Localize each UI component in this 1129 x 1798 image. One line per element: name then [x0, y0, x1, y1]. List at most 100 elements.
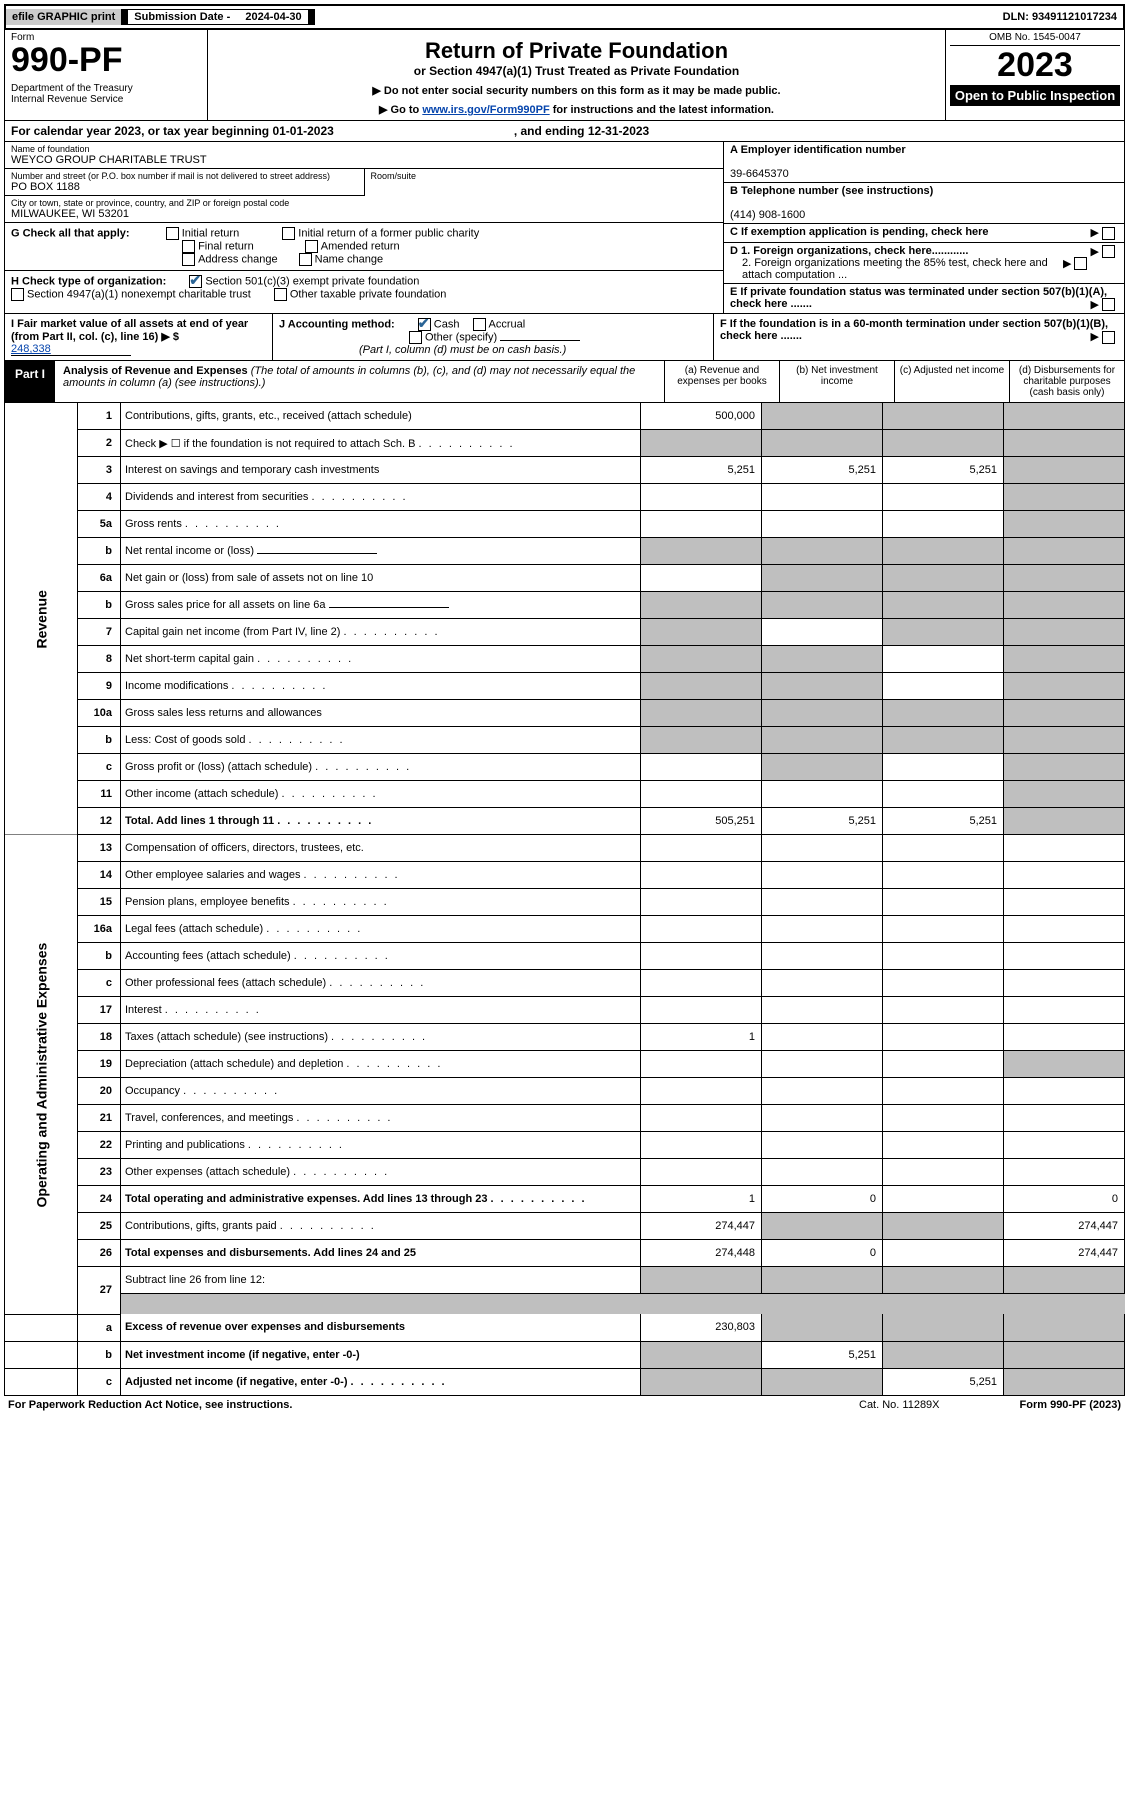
- table-row: 6aNet gain or (loss) from sale of assets…: [5, 565, 1125, 592]
- table-row: 14Other employee salaries and wages: [5, 862, 1125, 889]
- section-g: G Check all that apply: Initial return I…: [5, 223, 723, 271]
- header-left: Form 990-PF Department of the Treasury I…: [5, 30, 208, 120]
- table-row: bGross sales price for all assets on lin…: [5, 592, 1125, 619]
- form-subtitle: or Section 4947(a)(1) Trust Treated as P…: [214, 64, 939, 78]
- e-cell: E If private foundation status was termi…: [724, 284, 1124, 314]
- city: MILWAUKEE, WI 53201: [11, 208, 717, 220]
- page-footer: For Paperwork Reduction Act Notice, see …: [4, 1396, 1125, 1414]
- table-row: 9Income modifications: [5, 673, 1125, 700]
- footer-mid: Cat. No. 11289X: [859, 1399, 940, 1411]
- form-header: Form 990-PF Department of the Treasury I…: [4, 30, 1125, 121]
- header-center: Return of Private Foundation or Section …: [208, 30, 946, 120]
- checkbox-e[interactable]: [1102, 298, 1115, 311]
- tax-year: 2023: [950, 46, 1120, 85]
- header-right: OMB No. 1545-0047 2023 Open to Public In…: [946, 30, 1124, 120]
- address-cell: Number and street (or P.O. box number if…: [5, 169, 364, 196]
- analysis-table: Revenue 1Contributions, gifts, grants, e…: [4, 403, 1125, 1396]
- fmv-link[interactable]: 248,338: [11, 343, 131, 356]
- note-ssn: ▶ Do not enter social security numbers o…: [214, 84, 939, 97]
- checkbox-name-change[interactable]: [299, 253, 312, 266]
- section-j: J Accounting method: Cash Accrual Other …: [273, 314, 714, 360]
- checkbox-accrual[interactable]: [473, 318, 486, 331]
- info-grid: Name of foundation WEYCO GROUP CHARITABL…: [4, 142, 1125, 314]
- checkbox-cash[interactable]: [418, 318, 431, 331]
- phone-value: (414) 908-1600: [730, 209, 805, 221]
- open-inspection: Open to Public Inspection: [950, 85, 1120, 106]
- checkbox-d1[interactable]: [1102, 245, 1115, 258]
- checkbox-501c3[interactable]: [189, 275, 202, 288]
- col-a-header: (a) Revenue and expenses per books: [664, 361, 779, 402]
- section-f: F If the foundation is in a 60-month ter…: [714, 314, 1124, 360]
- form-title: Return of Private Foundation: [214, 38, 939, 64]
- table-row: Operating and Administrative Expenses 13…: [5, 835, 1125, 862]
- table-row: Revenue 1Contributions, gifts, grants, e…: [5, 403, 1125, 430]
- table-row: 5aGross rents: [5, 511, 1125, 538]
- address: PO BOX 1188: [11, 181, 358, 193]
- table-row: 21Travel, conferences, and meetings: [5, 1105, 1125, 1132]
- checkbox-4947[interactable]: [11, 288, 24, 301]
- part1-tab: Part I: [5, 361, 55, 402]
- checkbox-amended[interactable]: [305, 240, 318, 253]
- checkbox-address-change[interactable]: [182, 253, 195, 266]
- table-row: bLess: Cost of goods sold: [5, 727, 1125, 754]
- col-c-header: (c) Adjusted net income: [894, 361, 1009, 402]
- phone-cell: B Telephone number (see instructions) (4…: [724, 183, 1124, 224]
- table-row: 7Capital gain net income (from Part IV, …: [5, 619, 1125, 646]
- table-row: 3Interest on savings and temporary cash …: [5, 457, 1125, 484]
- top-bar: efile GRAPHIC print Submission Date - 20…: [4, 4, 1125, 30]
- part1-header: Part I Analysis of Revenue and Expenses …: [4, 361, 1125, 403]
- table-row: 17Interest: [5, 997, 1125, 1024]
- table-row: 19Depreciation (attach schedule) and dep…: [5, 1051, 1125, 1078]
- table-row: 10aGross sales less returns and allowanc…: [5, 700, 1125, 727]
- ein-value: 39-6645370: [730, 168, 789, 180]
- dln-label: DLN: 93491121017234: [997, 9, 1123, 25]
- table-row: 15Pension plans, employee benefits: [5, 889, 1125, 916]
- note-link: ▶ Go to www.irs.gov/Form990PF for instru…: [214, 103, 939, 116]
- ein-cell: A Employer identification number 39-6645…: [724, 142, 1124, 183]
- col-b-header: (b) Net investment income: [779, 361, 894, 402]
- table-row: 22Printing and publications: [5, 1132, 1125, 1159]
- checkbox-other-taxable[interactable]: [274, 288, 287, 301]
- calendar-end: , and ending 12-31-2023: [514, 124, 649, 138]
- table-row: 24Total operating and administrative exp…: [5, 1186, 1125, 1213]
- table-row: cOther professional fees (attach schedul…: [5, 970, 1125, 997]
- table-row: 25Contributions, gifts, grants paid 274,…: [5, 1213, 1125, 1240]
- checkbox-final-return[interactable]: [182, 240, 195, 253]
- table-row: bNet investment income (if negative, ent…: [5, 1341, 1125, 1368]
- revenue-side-label: Revenue: [5, 403, 78, 835]
- table-row: 27Subtract line 26 from line 12:: [5, 1267, 1125, 1294]
- checkbox-f[interactable]: [1102, 331, 1115, 344]
- foundation-name-cell: Name of foundation WEYCO GROUP CHARITABL…: [5, 142, 723, 169]
- table-row: 23Other expenses (attach schedule): [5, 1159, 1125, 1186]
- c-cell: C If exemption application is pending, c…: [724, 224, 1124, 243]
- table-row: 20Occupancy: [5, 1078, 1125, 1105]
- info-right: A Employer identification number 39-6645…: [723, 142, 1124, 313]
- col-d-header: (d) Disbursements for charitable purpose…: [1009, 361, 1124, 402]
- checkbox-initial-public[interactable]: [282, 227, 295, 240]
- table-row: cGross profit or (loss) (attach schedule…: [5, 754, 1125, 781]
- table-row: [5, 1294, 1125, 1315]
- d-cell: D 1. Foreign organizations, check here..…: [724, 243, 1124, 284]
- checkbox-c[interactable]: [1102, 227, 1115, 240]
- table-row: 8Net short-term capital gain: [5, 646, 1125, 673]
- expenses-side-label: Operating and Administrative Expenses: [5, 835, 78, 1315]
- section-h: H Check type of organization: Section 50…: [5, 271, 723, 305]
- submission-date: Submission Date - 2024-04-30: [122, 9, 314, 25]
- form-number: 990-PF: [11, 43, 201, 77]
- irs-link[interactable]: www.irs.gov/Form990PF: [422, 104, 549, 116]
- part1-title: Analysis of Revenue and Expenses (The to…: [55, 361, 664, 402]
- calendar-begin: For calendar year 2023, or tax year begi…: [11, 124, 334, 138]
- checkbox-other[interactable]: [409, 331, 422, 344]
- checkbox-d2[interactable]: [1074, 257, 1087, 270]
- ijf-row: I Fair market value of all assets at end…: [4, 314, 1125, 361]
- table-row: 18Taxes (attach schedule) (see instructi…: [5, 1024, 1125, 1051]
- table-row: aExcess of revenue over expenses and dis…: [5, 1314, 1125, 1341]
- calendar-year-row: For calendar year 2023, or tax year begi…: [4, 121, 1125, 142]
- info-left: Name of foundation WEYCO GROUP CHARITABL…: [5, 142, 723, 313]
- table-row: 26Total expenses and disbursements. Add …: [5, 1240, 1125, 1267]
- efile-print-button[interactable]: efile GRAPHIC print: [6, 9, 122, 25]
- department-label: Department of the Treasury Internal Reve…: [11, 83, 201, 105]
- table-row: bAccounting fees (attach schedule): [5, 943, 1125, 970]
- room-cell: Room/suite: [364, 169, 724, 196]
- checkbox-initial-return[interactable]: [166, 227, 179, 240]
